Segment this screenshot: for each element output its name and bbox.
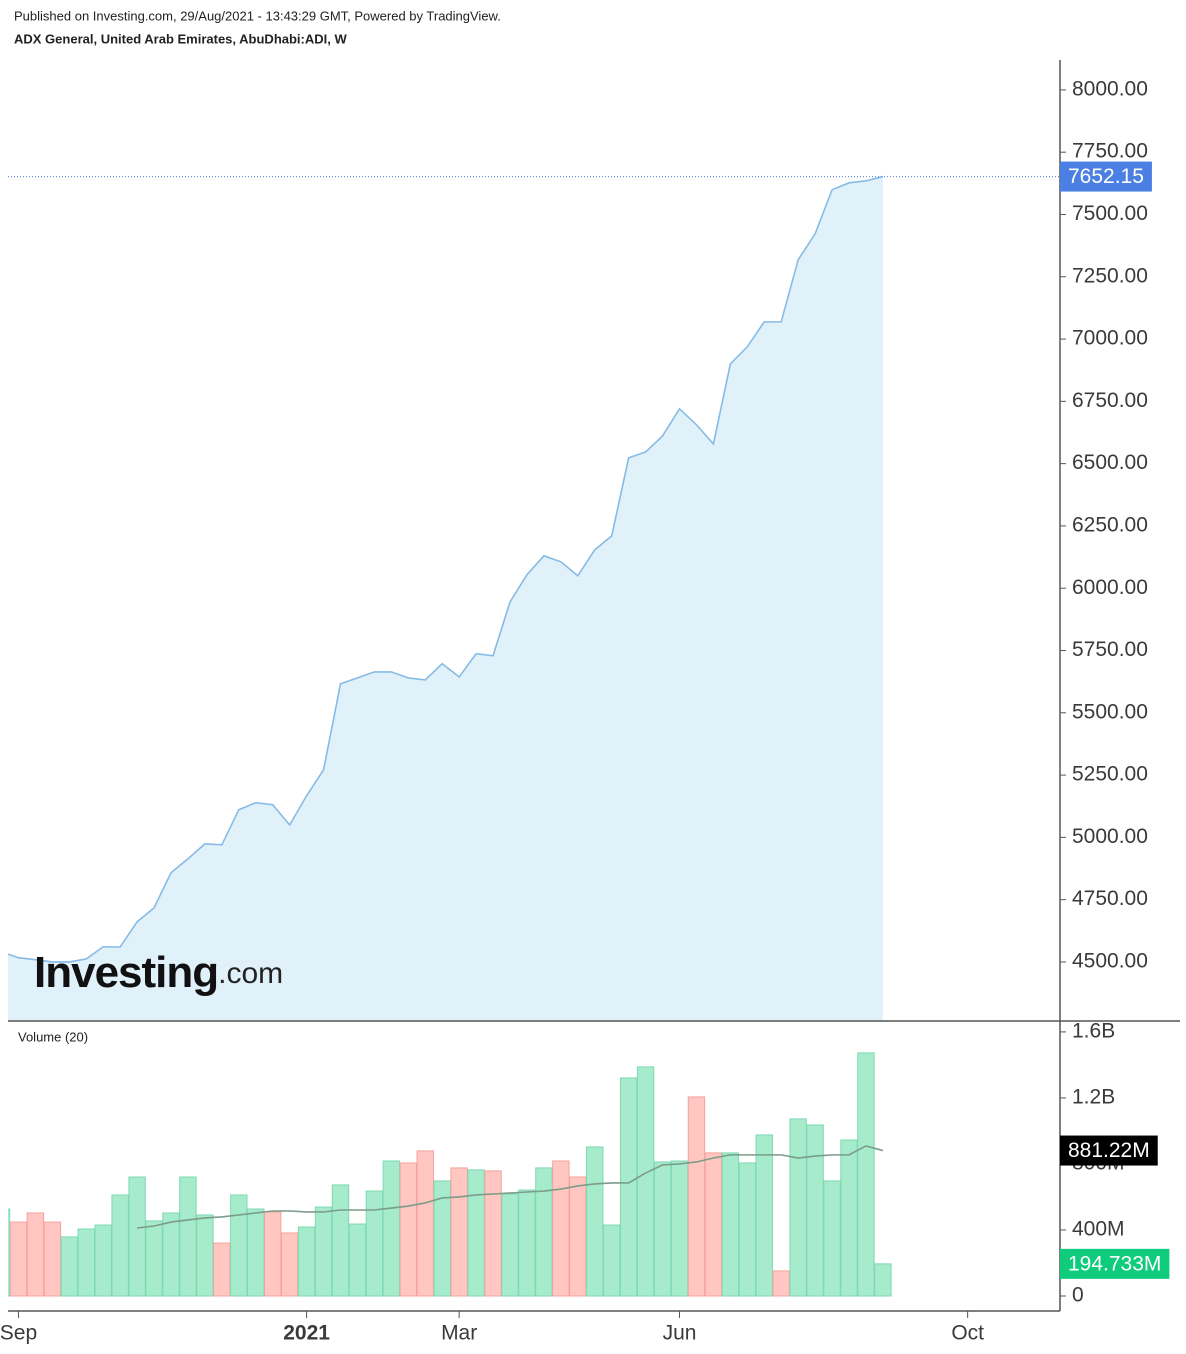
- volume-bar: [857, 1052, 875, 1297]
- volume-bar: [213, 1242, 231, 1297]
- volume-bar: [26, 1212, 45, 1297]
- volume-bar: [43, 1221, 62, 1297]
- volume-bar: [60, 1236, 78, 1297]
- volume-bar: [670, 1160, 689, 1297]
- x-tick-label: 2021: [283, 1322, 330, 1345]
- price-line: [8, 175, 884, 963]
- volume-bar: [365, 1190, 384, 1297]
- volume-bar: [619, 1077, 638, 1297]
- volume-bar: [569, 1176, 587, 1297]
- y-tick-label: 5500.00: [1072, 700, 1148, 723]
- volume-bar: [331, 1184, 350, 1297]
- volume-bar: [179, 1176, 197, 1297]
- y-tick-label: 6500.00: [1072, 451, 1148, 474]
- y-tick-label: 4500.00: [1072, 949, 1148, 972]
- volume-bar: [636, 1066, 655, 1297]
- price-plot: [8, 175, 1059, 1021]
- volume-value-label-bg: [1060, 1135, 1158, 1166]
- volume-bar: [348, 1223, 367, 1297]
- header: Published on Investing.com, 29/Aug/2021 …: [14, 8, 501, 23]
- volume-bar: [264, 1211, 282, 1297]
- y-tick-label: 0: [1072, 1284, 1084, 1307]
- volume-bar: [552, 1160, 570, 1297]
- volume-bar: [247, 1208, 265, 1297]
- volume-bar: [297, 1226, 316, 1297]
- x-tick-label: Jun: [663, 1322, 697, 1345]
- volume-bar: [603, 1224, 621, 1297]
- volume-bar: [128, 1176, 146, 1297]
- volume-bar: [162, 1212, 180, 1297]
- volume-bar: [772, 1270, 790, 1297]
- volume-bar: [111, 1194, 129, 1297]
- y-tick-label: 400M: [1072, 1218, 1125, 1241]
- y-tick-label: 1.6B: [1072, 1019, 1115, 1042]
- y-tick-label: 6000.00: [1072, 576, 1148, 599]
- y-tick-label: 5000.00: [1072, 825, 1148, 848]
- watermark-brand: Investing: [34, 948, 218, 997]
- volume-bar: [874, 1263, 892, 1297]
- y-tick-label: 7000.00: [1072, 327, 1148, 350]
- volume-bar: [518, 1189, 536, 1297]
- y-tick-label: 7250.00: [1072, 264, 1148, 287]
- volume-value-label: 194.733M: [1068, 1252, 1161, 1275]
- volume-bar: [399, 1162, 418, 1297]
- volume-bar: [8, 1208, 11, 1297]
- volume-bar: [280, 1232, 299, 1297]
- volume-bar: [145, 1220, 163, 1297]
- volume-bar: [704, 1152, 723, 1297]
- volume-bar: [755, 1134, 773, 1297]
- last-price-label: 7652.15: [1068, 165, 1144, 188]
- y-tick-label: 4750.00: [1072, 887, 1148, 910]
- volume-bar: [721, 1152, 740, 1297]
- volume-bar: [840, 1139, 858, 1297]
- y-tick-label: 7500.00: [1072, 202, 1148, 225]
- volume-bar: [738, 1162, 756, 1297]
- y-tick-label: 5750.00: [1072, 638, 1148, 661]
- volume-bar: [484, 1170, 502, 1297]
- chart-title: ADX General, United Arab Emirates, AbuDh…: [14, 31, 347, 46]
- volume-plot: [8, 1052, 892, 1297]
- volume-bar: [433, 1180, 451, 1297]
- y-tick-label: 8000.00: [1072, 77, 1148, 100]
- watermark: Investing.com: [34, 948, 283, 997]
- volume-bar: [77, 1228, 95, 1297]
- volume-bar: [806, 1124, 824, 1297]
- volume-bar: [230, 1194, 248, 1297]
- volume-bar: [823, 1180, 841, 1297]
- volume-bar: [653, 1161, 672, 1297]
- volume-bar: [196, 1214, 214, 1297]
- y-tick-label: 7750.00: [1072, 140, 1148, 163]
- y-tick-label: 5250.00: [1072, 763, 1148, 786]
- y-tick-label: 1.2B: [1072, 1085, 1115, 1108]
- volume-title: Volume (20): [18, 1029, 88, 1044]
- x-tick-label: Mar: [441, 1322, 477, 1345]
- watermark-suffix: .com: [218, 957, 283, 990]
- volume-bar: [535, 1167, 553, 1297]
- x-tick-label: Sep: [0, 1322, 37, 1345]
- volume-value-label: 881.22M: [1068, 1139, 1150, 1162]
- axes: 4500.00 4750.00 5000.00 5250.00 5500.00 5750.…: [0, 77, 1170, 1345]
- volume-bar: [314, 1206, 333, 1297]
- volume-bar: [789, 1118, 807, 1297]
- volume-bar: [9, 1221, 28, 1297]
- volume-bar: [467, 1169, 485, 1297]
- area-fill: [8, 176, 883, 1021]
- volume-bar: [687, 1096, 706, 1297]
- x-tick-label: Oct: [951, 1322, 984, 1345]
- volume-bar: [94, 1224, 112, 1297]
- volume-bar: [586, 1146, 604, 1297]
- y-tick-label: 6750.00: [1072, 389, 1148, 412]
- volume-bar: [501, 1193, 519, 1297]
- volume-bar: [450, 1167, 468, 1297]
- volume-bar: [416, 1150, 434, 1297]
- last-price-label-bg: [1060, 161, 1152, 192]
- volume-bar: [382, 1160, 401, 1297]
- volume-ma-line: [137, 1145, 884, 1229]
- y-tick-label: 6250.00: [1072, 513, 1148, 536]
- volume-value-label-bg: [1060, 1248, 1170, 1279]
